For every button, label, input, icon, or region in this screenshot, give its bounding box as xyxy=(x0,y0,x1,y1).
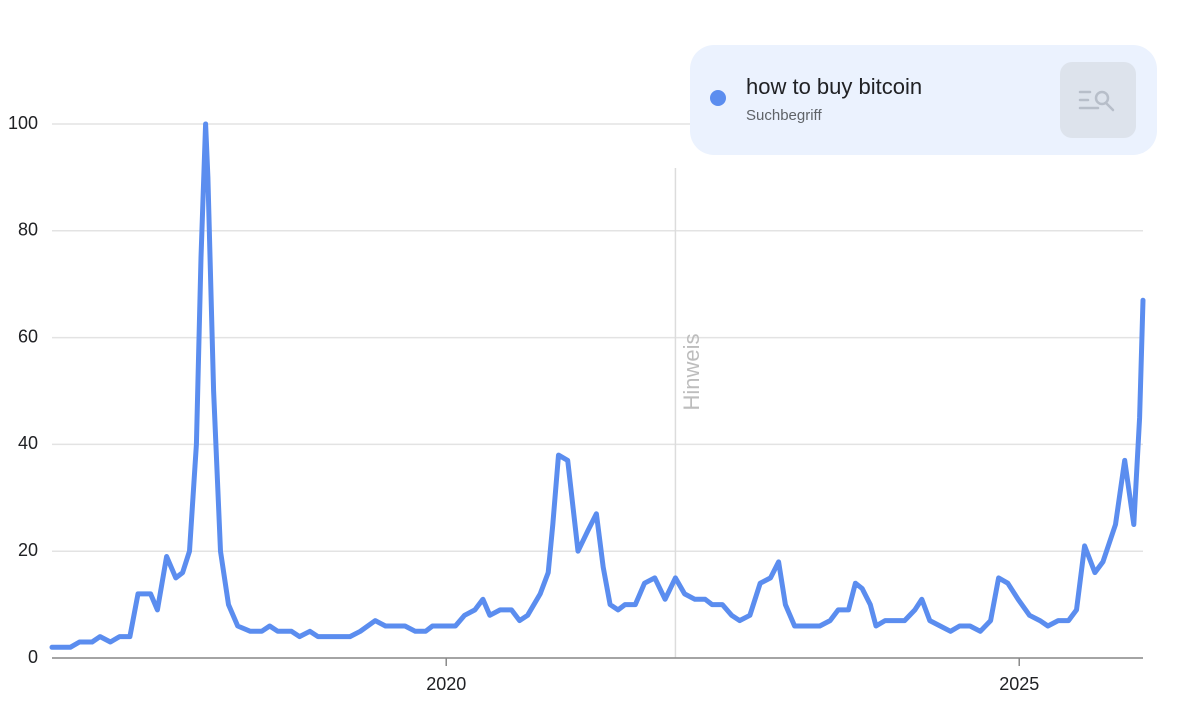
button-bg[interactable] xyxy=(1060,62,1136,138)
series-line xyxy=(49,121,1146,650)
x-tick-label: 2025 xyxy=(999,674,1039,694)
y-tick-label: 0 xyxy=(28,647,38,667)
x-tick-label: 2020 xyxy=(426,674,466,694)
legend-dot xyxy=(710,90,726,106)
plot: 0 20 40 60 80 100 Hinweis 2020 2025 xyxy=(8,113,1146,694)
legend-subtitle: Suchbegriff xyxy=(746,107,822,124)
legend-label: how to buy bitcoin xyxy=(746,74,922,99)
y-tick-label: 100 xyxy=(8,113,38,133)
y-tick-label: 80 xyxy=(18,220,38,240)
search-button[interactable] xyxy=(1060,62,1136,138)
y-tick-label: 20 xyxy=(18,540,38,560)
legend-box xyxy=(690,45,1157,155)
annotation-label: Hinweis xyxy=(679,333,704,410)
y-tick-label: 60 xyxy=(18,326,38,346)
search-icon xyxy=(1078,90,1115,112)
y-tick-label: 40 xyxy=(18,433,38,453)
